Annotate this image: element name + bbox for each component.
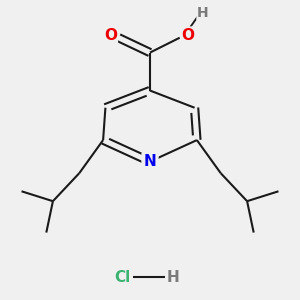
- Text: H: H: [167, 270, 179, 285]
- Text: O: O: [104, 28, 117, 43]
- Text: N: N: [144, 154, 156, 169]
- Text: H: H: [197, 6, 209, 20]
- Text: Cl: Cl: [114, 270, 130, 285]
- Text: O: O: [182, 28, 194, 43]
